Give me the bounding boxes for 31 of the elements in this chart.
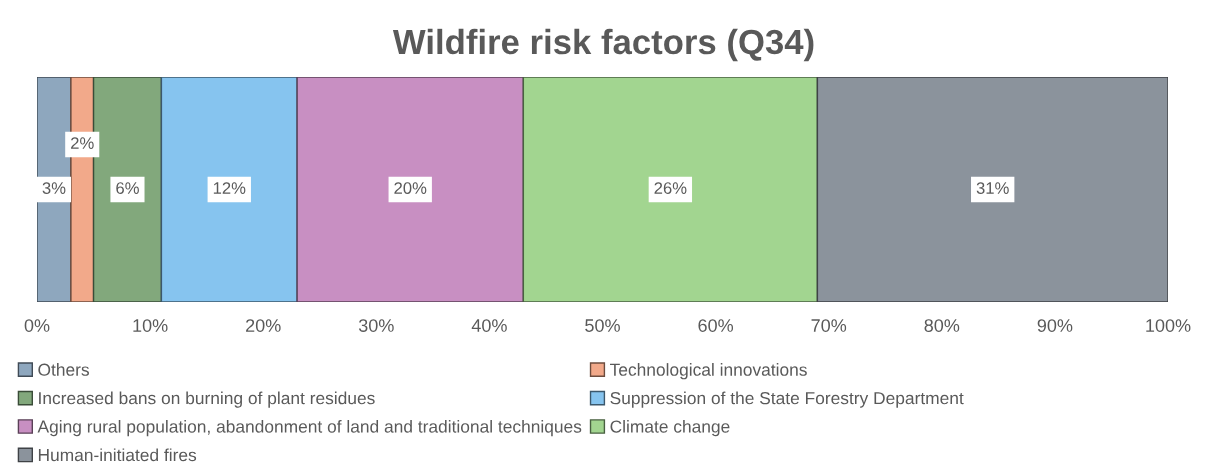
legend-label: Climate change [610,419,730,437]
x-tick-label: 40% [471,319,507,332]
x-tick-label: 10% [133,319,168,332]
x-tick-label: 20% [246,319,281,332]
data-label: 31% [976,182,1009,194]
legend-label: Human-initiated fires [38,448,197,462]
x-tick-label: 50% [585,319,620,332]
legend-label: Others [38,363,89,376]
legend-label: Aging rural population, abandonment of land and traditional techniques [37,419,582,437]
x-tick-label: 100% [1146,319,1191,332]
bar [92,77,163,302]
x-tick-label: 90% [1037,319,1073,332]
data-label: 6% [116,182,139,194]
legend-label: Technological innovations [610,363,807,380]
data-label: 12% [213,182,246,194]
x-tick-label: 0% [24,319,50,332]
x-tick-label: 70% [811,319,847,332]
x-tick-label: 80% [924,319,960,332]
legend-label: Suppression of the State Forestry Department [610,391,964,408]
x-tick-label: 30% [358,319,394,332]
bar [816,77,1168,302]
bar [522,77,819,302]
data-label: 26% [654,182,687,194]
x-tick-label: 60% [698,319,734,332]
data-label: 20% [394,182,427,194]
bar [160,77,298,302]
data-label: 3% [42,182,66,194]
chart-title: Wildfire risk factors (Q34) [392,28,814,62]
legend-label: Increased bans on burning of plant residues [39,391,375,408]
bar [296,77,525,302]
data-label: 2% [71,137,94,149]
